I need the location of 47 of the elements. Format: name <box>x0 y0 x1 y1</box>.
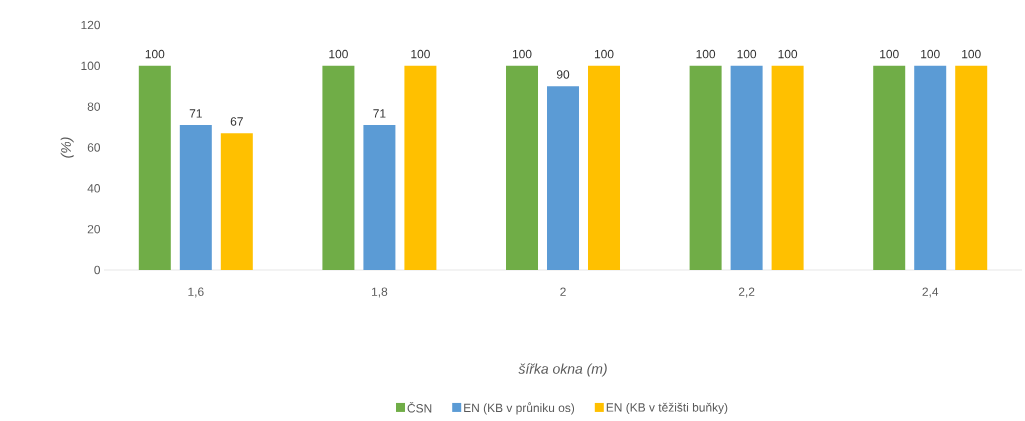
x-tick-label: 2 <box>560 287 566 296</box>
data-label: 90 <box>556 70 570 79</box>
bar <box>771 65 804 270</box>
y-tick-label: 60 <box>87 143 101 152</box>
legend-label: ČSN <box>407 401 432 413</box>
bar <box>179 125 212 270</box>
y-tick-label: 100 <box>81 61 101 71</box>
y-tick-label: 20 <box>87 224 101 234</box>
y-tick-label: 80 <box>87 102 101 111</box>
x-tick-label: 2,2 <box>738 287 755 298</box>
data-label: 100 <box>696 49 716 59</box>
x-tick-label: 2,4 <box>922 287 939 298</box>
data-label: 71 <box>189 109 202 118</box>
bar <box>955 65 988 270</box>
bar <box>506 65 539 270</box>
legend-label: EN (KB v těžišti buňky) <box>606 402 728 415</box>
bar <box>689 65 722 270</box>
legend-label: EN (KB v průniku os) <box>464 402 575 415</box>
data-label: 100 <box>778 49 798 59</box>
y-tick-label: 40 <box>87 184 101 193</box>
x-axis-title: šířka okna (m) <box>518 363 607 377</box>
bar <box>914 65 947 270</box>
data-label: 100 <box>921 49 940 59</box>
bar <box>138 65 171 270</box>
x-tick-label: 1,6 <box>188 287 204 298</box>
data-label: 100 <box>962 49 981 59</box>
bar <box>363 125 396 270</box>
data-label: 100 <box>880 49 899 59</box>
y-axis-title: (%) <box>60 137 74 158</box>
data-label: 100 <box>411 49 430 59</box>
data-label: 67 <box>230 117 243 126</box>
x-tick-label: 1,8 <box>372 287 388 298</box>
bar <box>220 133 253 270</box>
bar <box>547 86 580 270</box>
data-label: 100 <box>145 49 165 59</box>
data-label: 100 <box>512 49 532 59</box>
data-label: 100 <box>594 49 614 59</box>
bar <box>404 65 437 270</box>
y-tick-label: 120 <box>81 20 101 30</box>
bar <box>588 65 621 270</box>
bar <box>322 65 355 270</box>
data-label: 100 <box>329 49 348 59</box>
bar <box>873 65 906 270</box>
y-tick-label: 0 <box>94 265 101 275</box>
data-label: 71 <box>373 109 386 118</box>
data-label: 100 <box>737 49 757 59</box>
bar <box>730 65 763 270</box>
